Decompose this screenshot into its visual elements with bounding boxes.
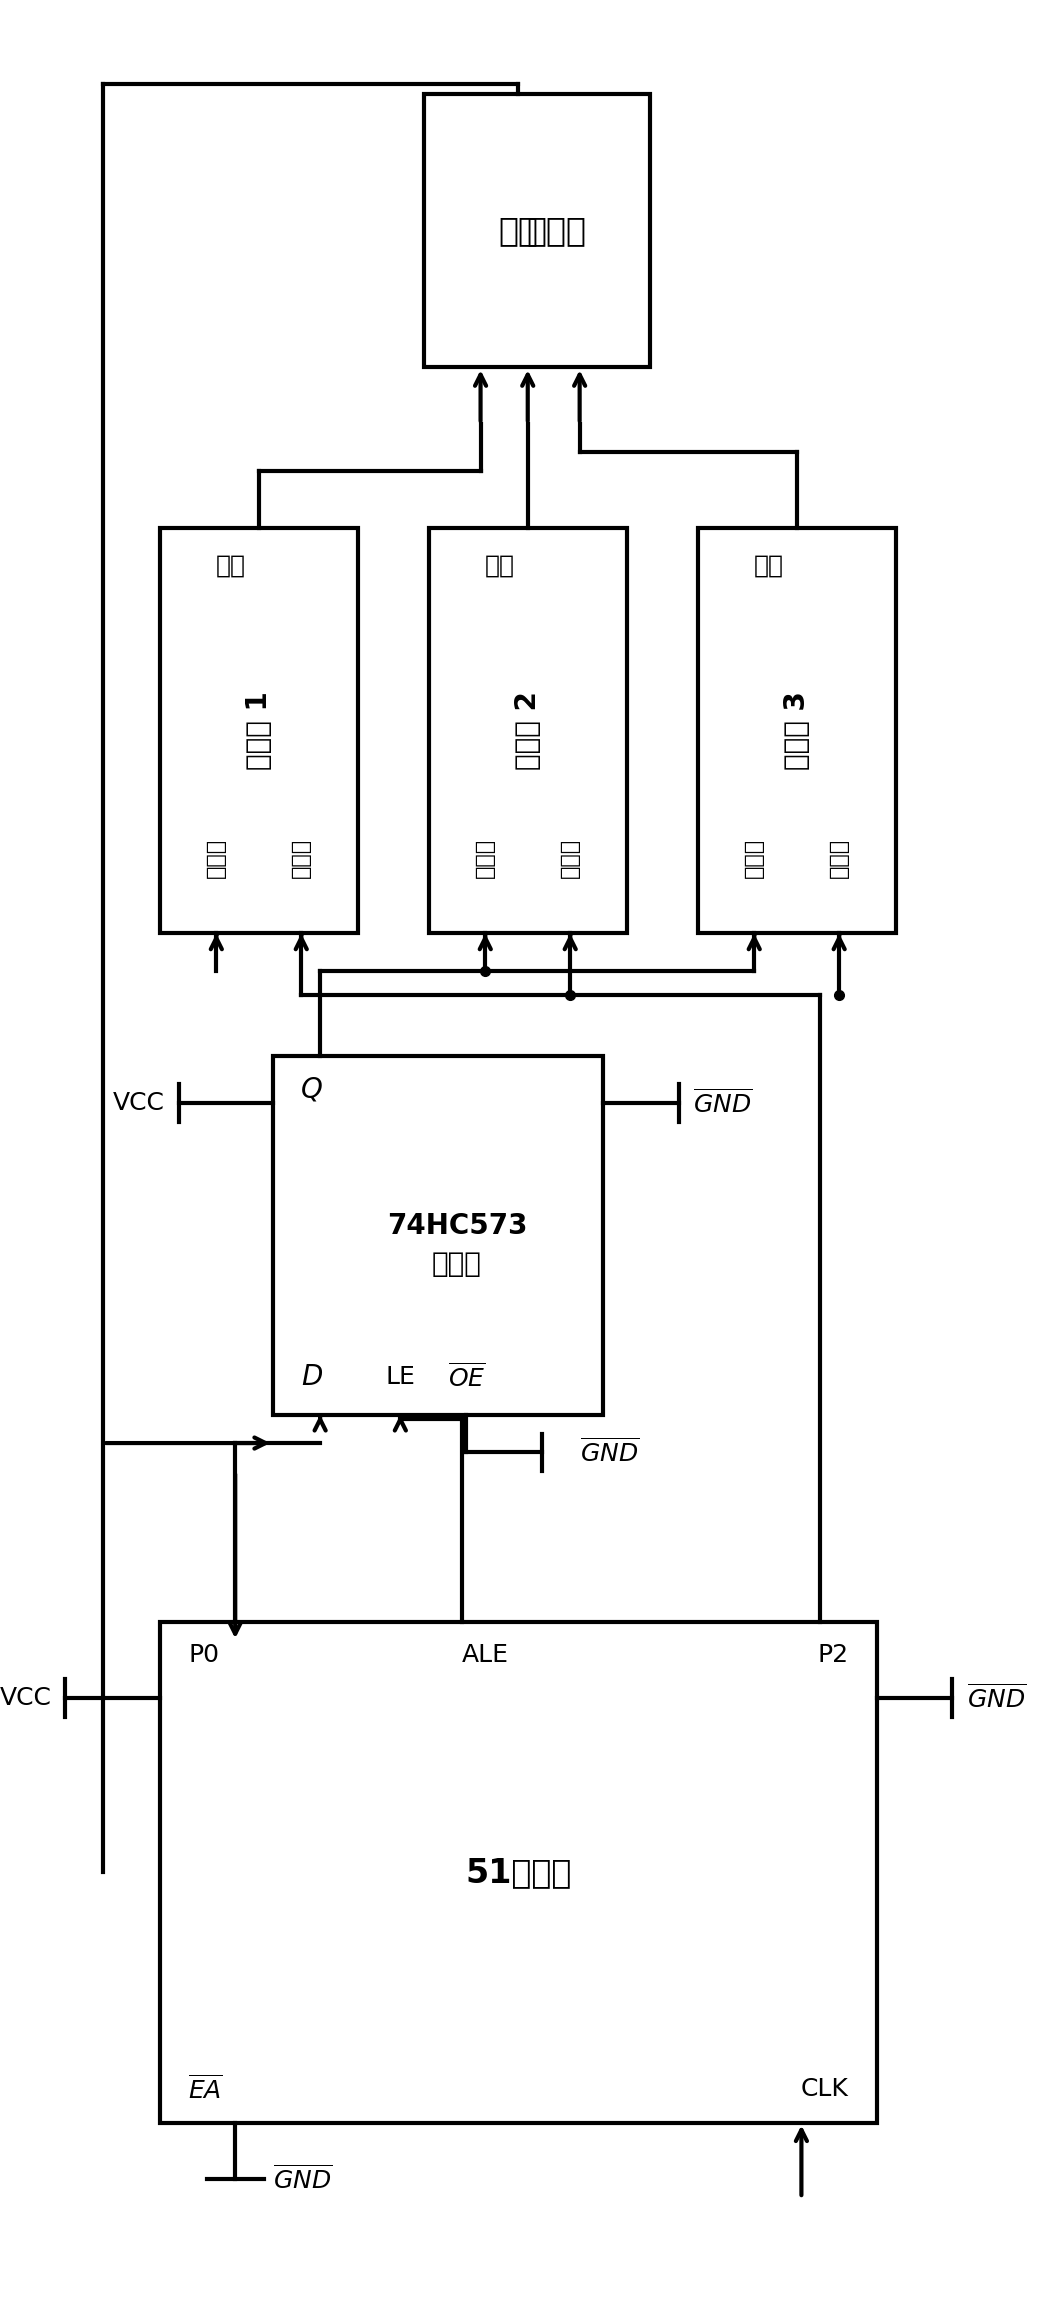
Bar xyxy=(159,1623,877,2123)
Text: VCC: VCC xyxy=(113,1092,165,1115)
Text: P2: P2 xyxy=(818,1643,848,1667)
Text: Q: Q xyxy=(301,1076,323,1103)
Text: $\overline{OE}$: $\overline{OE}$ xyxy=(448,1363,486,1391)
Text: $\overline{GND}$: $\overline{GND}$ xyxy=(693,1089,752,1117)
Text: $\overline{GND}$: $\overline{GND}$ xyxy=(967,1683,1026,1713)
Text: CLK: CLK xyxy=(800,2077,848,2102)
Text: 多数: 多数 xyxy=(498,213,539,248)
Text: 地址高: 地址高 xyxy=(561,837,580,879)
Text: ALE: ALE xyxy=(462,1643,508,1667)
Text: 锁存器: 锁存器 xyxy=(432,1249,481,1277)
Bar xyxy=(428,529,627,934)
Text: 地址高: 地址高 xyxy=(829,837,849,879)
Text: 74HC573: 74HC573 xyxy=(387,1212,527,1240)
Text: 地址高: 地址高 xyxy=(292,837,312,879)
Text: $\overline{EA}$: $\overline{EA}$ xyxy=(188,2075,223,2105)
Text: 存储器 1: 存储器 1 xyxy=(245,691,273,770)
Text: 存储器 2: 存储器 2 xyxy=(514,691,542,770)
Text: VCC: VCC xyxy=(0,1685,51,1711)
Text: $\overline{GND}$: $\overline{GND}$ xyxy=(273,2165,332,2193)
Text: 存储器 3: 存储器 3 xyxy=(783,691,811,770)
Bar xyxy=(697,529,896,934)
Text: LE: LE xyxy=(386,1365,416,1388)
Text: 数据: 数据 xyxy=(216,554,246,577)
Text: P0: P0 xyxy=(188,1643,219,1667)
Text: 数据: 数据 xyxy=(753,554,784,577)
Text: 数据: 数据 xyxy=(485,554,515,577)
Text: 51单片机: 51单片机 xyxy=(465,1857,571,1889)
Bar xyxy=(159,529,357,934)
Text: 地址低: 地址低 xyxy=(744,837,764,879)
Bar xyxy=(424,93,650,366)
Text: 地址低: 地址低 xyxy=(206,837,226,879)
Bar xyxy=(273,1057,603,1414)
Text: $\overline{GND}$: $\overline{GND}$ xyxy=(579,1437,639,1467)
Text: 表决器: 表决器 xyxy=(526,213,586,248)
Text: 地址低: 地址低 xyxy=(475,837,495,879)
Text: D: D xyxy=(301,1363,323,1391)
